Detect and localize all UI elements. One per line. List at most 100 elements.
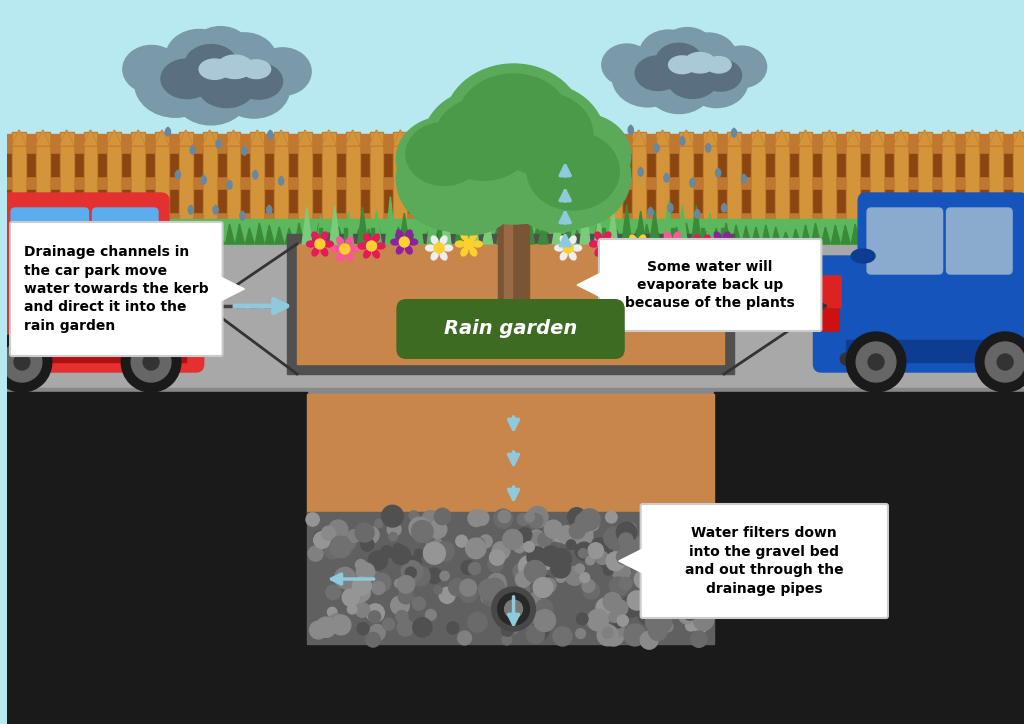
Circle shape bbox=[624, 624, 646, 646]
Circle shape bbox=[143, 354, 159, 370]
Circle shape bbox=[631, 567, 650, 586]
Circle shape bbox=[616, 550, 631, 565]
Polygon shape bbox=[399, 213, 410, 244]
Circle shape bbox=[435, 542, 455, 561]
Circle shape bbox=[597, 625, 618, 646]
Circle shape bbox=[439, 587, 455, 603]
Circle shape bbox=[381, 546, 393, 558]
Bar bbox=[705, 133, 716, 231]
Polygon shape bbox=[243, 146, 247, 150]
Circle shape bbox=[526, 567, 536, 576]
Polygon shape bbox=[394, 227, 403, 244]
Polygon shape bbox=[47, 223, 55, 244]
Circle shape bbox=[651, 613, 672, 633]
Bar bbox=[942, 132, 955, 232]
Polygon shape bbox=[464, 231, 473, 244]
Polygon shape bbox=[255, 223, 264, 244]
Polygon shape bbox=[60, 131, 73, 145]
Circle shape bbox=[14, 354, 30, 370]
Polygon shape bbox=[573, 230, 582, 244]
FancyBboxPatch shape bbox=[396, 299, 625, 359]
Polygon shape bbox=[950, 232, 959, 244]
Circle shape bbox=[660, 602, 671, 613]
Circle shape bbox=[326, 585, 340, 599]
Polygon shape bbox=[394, 131, 407, 145]
Circle shape bbox=[579, 549, 588, 558]
Circle shape bbox=[534, 578, 553, 597]
Ellipse shape bbox=[373, 250, 380, 258]
Circle shape bbox=[518, 555, 540, 577]
Polygon shape bbox=[180, 131, 191, 145]
Polygon shape bbox=[241, 211, 245, 215]
Polygon shape bbox=[563, 229, 572, 244]
Ellipse shape bbox=[470, 232, 477, 240]
Circle shape bbox=[565, 566, 584, 585]
Bar bbox=[513, 132, 526, 232]
Bar bbox=[632, 132, 645, 232]
Polygon shape bbox=[990, 232, 999, 244]
Ellipse shape bbox=[332, 246, 340, 252]
Circle shape bbox=[596, 598, 616, 618]
Ellipse shape bbox=[201, 176, 206, 184]
Circle shape bbox=[489, 550, 505, 565]
Polygon shape bbox=[267, 205, 271, 209]
Polygon shape bbox=[251, 131, 263, 145]
Bar bbox=[895, 133, 907, 231]
Ellipse shape bbox=[714, 248, 721, 256]
Circle shape bbox=[666, 523, 684, 542]
FancyBboxPatch shape bbox=[858, 193, 1024, 284]
Circle shape bbox=[701, 520, 714, 531]
Ellipse shape bbox=[312, 248, 318, 256]
Ellipse shape bbox=[607, 241, 616, 247]
Bar bbox=[655, 132, 670, 232]
Polygon shape bbox=[371, 131, 382, 145]
Ellipse shape bbox=[440, 252, 446, 260]
Ellipse shape bbox=[703, 235, 710, 243]
Circle shape bbox=[375, 519, 383, 528]
Ellipse shape bbox=[707, 244, 716, 250]
Circle shape bbox=[575, 564, 585, 573]
Ellipse shape bbox=[659, 241, 668, 247]
Circle shape bbox=[308, 546, 324, 561]
Polygon shape bbox=[36, 130, 50, 146]
Polygon shape bbox=[891, 229, 900, 244]
Circle shape bbox=[513, 563, 528, 579]
Ellipse shape bbox=[337, 253, 344, 261]
Ellipse shape bbox=[443, 245, 453, 251]
Polygon shape bbox=[538, 131, 549, 145]
Polygon shape bbox=[56, 224, 66, 244]
Circle shape bbox=[357, 623, 369, 635]
Circle shape bbox=[598, 239, 608, 249]
Circle shape bbox=[588, 543, 603, 558]
Bar bbox=[561, 133, 573, 231]
Circle shape bbox=[401, 560, 423, 582]
Polygon shape bbox=[566, 219, 577, 244]
Polygon shape bbox=[716, 168, 720, 172]
Ellipse shape bbox=[677, 241, 686, 247]
Bar bbox=[180, 133, 191, 231]
Circle shape bbox=[492, 587, 536, 631]
Polygon shape bbox=[971, 228, 979, 244]
Circle shape bbox=[426, 610, 436, 620]
Bar bbox=[714, 392, 1024, 644]
Polygon shape bbox=[652, 229, 662, 244]
Circle shape bbox=[487, 573, 506, 592]
Bar bbox=[109, 133, 120, 231]
Circle shape bbox=[596, 552, 608, 565]
Polygon shape bbox=[594, 219, 604, 244]
Ellipse shape bbox=[656, 43, 701, 78]
Bar bbox=[822, 132, 837, 232]
Circle shape bbox=[479, 535, 493, 548]
Polygon shape bbox=[455, 214, 465, 244]
Polygon shape bbox=[603, 232, 612, 244]
Polygon shape bbox=[7, 231, 16, 244]
Circle shape bbox=[520, 615, 532, 628]
Ellipse shape bbox=[660, 28, 715, 72]
Polygon shape bbox=[706, 143, 711, 147]
Polygon shape bbox=[488, 130, 503, 146]
Circle shape bbox=[581, 514, 598, 532]
Circle shape bbox=[342, 589, 359, 606]
FancyBboxPatch shape bbox=[159, 320, 193, 346]
Polygon shape bbox=[941, 223, 949, 244]
Circle shape bbox=[648, 622, 667, 641]
